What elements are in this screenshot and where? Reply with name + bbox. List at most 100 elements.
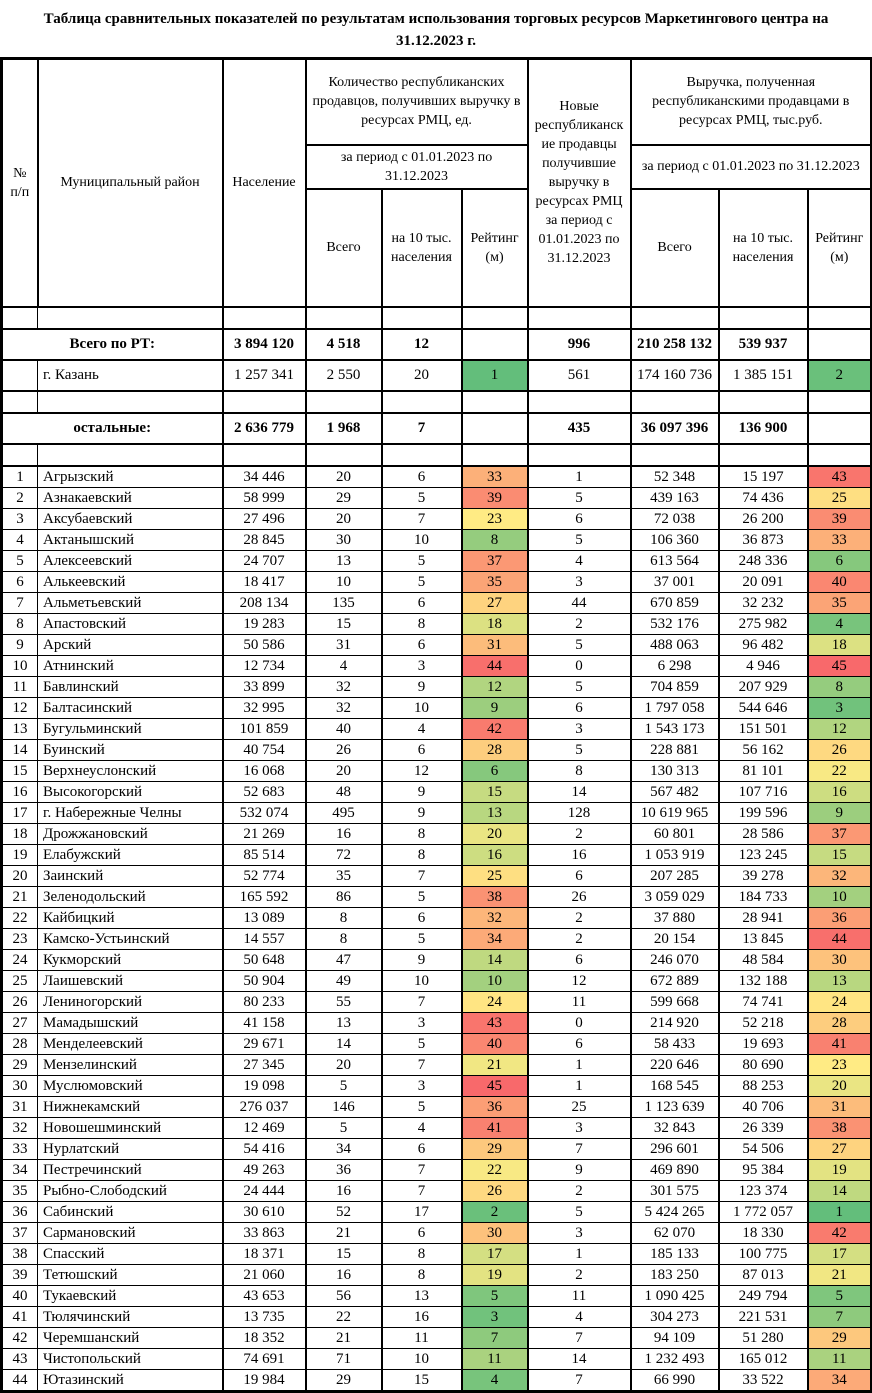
- sellers-per10k-cell: 8: [380, 1263, 463, 1286]
- sellers-per10k-cell: 4: [380, 1116, 463, 1139]
- row-number: 30: [0, 1074, 38, 1097]
- row-number: 44: [0, 1368, 38, 1392]
- sellers-per10k-cell: 6: [380, 591, 463, 614]
- row-number: 12: [0, 696, 38, 719]
- district-name: Мензелинский: [37, 1053, 224, 1076]
- sellers-rating-cell: 37: [460, 549, 529, 572]
- revenue-total-cell: 37 001: [629, 570, 720, 593]
- revenue-rating-cell: 18: [806, 633, 872, 656]
- sellers-rating-cell: 44: [460, 654, 529, 677]
- population-cell: 208 134: [221, 591, 307, 614]
- table-row: 28 Менделеевский 29 671 14 5 40 6 58 433 19 693 4…: [0, 1032, 872, 1055]
- sellers-per10k-cell: 3: [380, 1011, 463, 1034]
- new-sellers-cell: 1: [526, 465, 632, 488]
- revenue-total-cell: 439 163: [629, 486, 720, 509]
- population-cell: 24 444: [221, 1179, 307, 1202]
- sellers-rating-cell: 18: [460, 612, 529, 635]
- sellers-per10k-cell: 5: [380, 570, 463, 593]
- population-cell: 30 610: [221, 1200, 307, 1223]
- revenue-per10k-cell: 184 733: [717, 885, 809, 908]
- revenue-total-cell: 613 564: [629, 549, 720, 572]
- district-name: Апастовский: [37, 612, 224, 635]
- row-number: 27: [0, 1011, 38, 1034]
- district-name: Камско-Устьинский: [37, 927, 224, 950]
- row-number: [0, 358, 38, 392]
- population-cell: 28 845: [221, 528, 307, 551]
- revenue-per10k-cell: 56 162: [717, 738, 809, 761]
- page-title: Таблица сравнительных показателей по рез…: [43, 11, 829, 49]
- sellers-per10k-cell: 16: [380, 1305, 463, 1328]
- row-number: 1: [0, 465, 38, 488]
- row-number: 4: [0, 528, 38, 551]
- sellers-per10k-cell: 5: [380, 549, 463, 572]
- district-name: Зеленодольский: [37, 885, 224, 908]
- empty-cell: [304, 389, 383, 414]
- sellers-per10k-cell: 5: [380, 1032, 463, 1055]
- header-revenue-period: за период с 01.01.2023 по 31.12.2023: [629, 144, 872, 190]
- sellers-per10k-cell: 10: [380, 969, 463, 992]
- sellers-rating-cell: 26: [460, 1179, 529, 1202]
- revenue-per10k-cell: 54 506: [717, 1137, 809, 1160]
- row-number: 23: [0, 927, 38, 950]
- district-name: Ютазинский: [37, 1368, 224, 1392]
- header-sellers-total: Всего: [304, 188, 383, 308]
- row-number: 43: [0, 1347, 38, 1370]
- table-row: 9 Арский 50 586 31 6 31 5 488 063 96 482 18: [0, 633, 872, 656]
- summary-row-kazan: г. Казань 1 257 341 2 550 20 1 561 174 160 736…: [0, 358, 872, 392]
- revenue-total-cell: 246 070: [629, 948, 720, 971]
- population-cell: 27 496: [221, 507, 307, 530]
- row-number: 14: [0, 738, 38, 761]
- row-number: 8: [0, 612, 38, 635]
- new-sellers-cell: 6: [526, 696, 632, 719]
- revenue-rating-cell: 22: [806, 759, 872, 782]
- new-sellers-cell: 6: [526, 507, 632, 530]
- population-cell: 50 648: [221, 948, 307, 971]
- revenue-total-cell: 66 990: [629, 1368, 720, 1392]
- table-row: 14 Буинский 40 754 26 6 28 5 228 881 56 162 26: [0, 738, 872, 761]
- revenue-per10k-cell: 39 278: [717, 864, 809, 887]
- row-number: 25: [0, 969, 38, 992]
- revenue-per10k-cell: 51 280: [717, 1326, 809, 1349]
- revenue-per10k-cell: 207 929: [717, 675, 809, 698]
- sellers-rating-cell: [460, 327, 529, 361]
- row-number: 5: [0, 549, 38, 572]
- table-row: 38 Спасский 18 371 15 8 17 1 185 133 100 775 17: [0, 1242, 872, 1265]
- revenue-total-cell: 106 360: [629, 528, 720, 551]
- district-name: Муслюмовский: [37, 1074, 224, 1097]
- sellers-rating-cell: 16: [460, 843, 529, 866]
- district-name: Алькеевский: [37, 570, 224, 593]
- sellers-per10k-cell: 7: [380, 507, 463, 530]
- revenue-per10k-cell: 87 013: [717, 1263, 809, 1286]
- new-sellers-cell: 5: [526, 528, 632, 551]
- district-name: Новошешминский: [37, 1116, 224, 1139]
- population-cell: 3 894 120: [221, 327, 307, 361]
- new-sellers-cell: 5: [526, 738, 632, 761]
- revenue-total-cell: 72 038: [629, 507, 720, 530]
- sellers-total-cell: 8: [304, 927, 383, 950]
- header-sellers-period: за период с 01.01.2023 по 31.12.2023: [304, 144, 529, 190]
- revenue-rating-cell: 16: [806, 780, 872, 803]
- table-row: 42 Черемшанский 18 352 21 11 7 7 94 109 51 280 29: [0, 1326, 872, 1349]
- district-name: Кукморский: [37, 948, 224, 971]
- sellers-rating-cell: 27: [460, 591, 529, 614]
- revenue-rating-cell: 15: [806, 843, 872, 866]
- sellers-total-cell: 40: [304, 717, 383, 740]
- table-row: 29 Мензелинский 27 345 20 7 21 1 220 646 80 690 2…: [0, 1053, 872, 1076]
- table-row: 36 Сабинский 30 610 52 17 2 5 5 424 265 1 772 05…: [0, 1200, 872, 1223]
- new-sellers-cell: 16: [526, 843, 632, 866]
- sellers-per10k-cell: 7: [380, 411, 463, 445]
- sellers-rating-cell: 8: [460, 528, 529, 551]
- sellers-total-cell: 35: [304, 864, 383, 887]
- empty-cell: [526, 305, 632, 330]
- district-name: Рыбно-Слободский: [37, 1179, 224, 1202]
- revenue-total-cell: 58 433: [629, 1032, 720, 1055]
- revenue-rating-cell: 39: [806, 507, 872, 530]
- sellers-per10k-cell: 8: [380, 612, 463, 635]
- new-sellers-cell: 996: [526, 327, 632, 361]
- spacer-row: [0, 389, 872, 414]
- revenue-per10k-cell: 96 482: [717, 633, 809, 656]
- header-num: № п/п: [0, 58, 38, 308]
- revenue-rating-cell: 14: [806, 1179, 872, 1202]
- empty-cell: [629, 442, 720, 467]
- revenue-total-cell: 94 109: [629, 1326, 720, 1349]
